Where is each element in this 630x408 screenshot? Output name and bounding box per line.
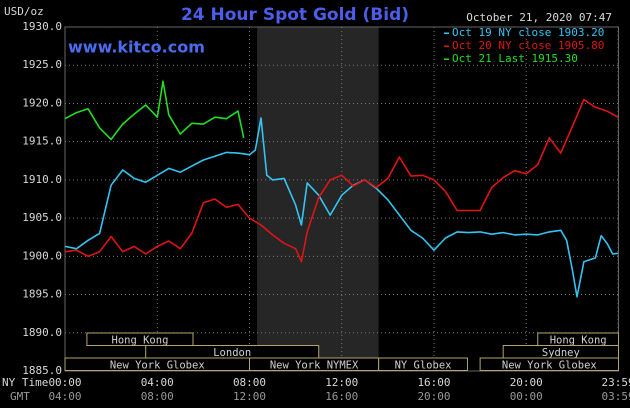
session-label: Hong Kong xyxy=(550,334,607,346)
y-tick-label: 1920.0 xyxy=(22,96,62,109)
y-tick-label: 1930.0 xyxy=(22,20,62,33)
watermark: www.kitco.com xyxy=(68,38,205,57)
legend-label: Oct 21 Last 1915.30 xyxy=(452,52,578,65)
x-tick-label-gmt: 20:00 xyxy=(417,390,450,403)
y-tick-label: 1915.0 xyxy=(22,135,62,148)
x-tick-label-gmt: 00:00 xyxy=(510,390,543,403)
y-tick-label: 1910.0 xyxy=(22,173,62,186)
y-tick-label: 1895.0 xyxy=(22,288,62,301)
y-tick-label: 1890.0 xyxy=(22,326,62,339)
series-line xyxy=(64,117,619,298)
series-line xyxy=(64,98,619,263)
x-tick-label: 12:00 xyxy=(325,376,358,389)
x-tick-label-gmt: 04:00 xyxy=(48,390,81,403)
timestamp: October 21, 2020 07:47 xyxy=(466,11,612,24)
legend-label: Oct 19 NY close 1903.20 xyxy=(452,26,604,39)
x-tick-label: 20:00 xyxy=(510,376,543,389)
y-tick-label: 1900.0 xyxy=(22,249,62,262)
x-tick-label: 04:00 xyxy=(141,376,174,389)
session-box xyxy=(378,357,468,371)
session-label: New York Globex xyxy=(502,359,597,371)
y-tick-label: 1905.0 xyxy=(22,211,62,224)
session-label: NY Globex xyxy=(395,359,452,371)
x-axis-label-2: GMT xyxy=(10,390,30,403)
x-tick-label: 23:59 xyxy=(601,376,630,389)
series-line xyxy=(64,80,245,141)
y-tick-label: 1925.0 xyxy=(22,58,62,71)
unit-label: USD/oz xyxy=(4,5,44,18)
x-axis-label: NY Time xyxy=(2,376,48,389)
chart-title: 24 Hour Spot Gold (Bid) xyxy=(181,5,409,25)
session-box xyxy=(86,332,194,346)
x-tick-label-gmt: 03:59 xyxy=(601,390,630,403)
legend-swatch xyxy=(444,58,449,60)
x-tick-label-gmt: 12:00 xyxy=(233,390,266,403)
session-label: New York Globex xyxy=(110,359,205,371)
legend-swatch xyxy=(444,32,449,34)
legend-label: Oct 20 NY close 1905.80 xyxy=(452,39,604,52)
x-tick-label-gmt: 16:00 xyxy=(325,390,358,403)
x-tick-label-gmt: 08:00 xyxy=(141,390,174,403)
x-tick-label: 16:00 xyxy=(417,376,450,389)
session-label: New York NYMEX xyxy=(270,359,359,371)
x-tick-label: 08:00 xyxy=(233,376,266,389)
y-tick-label: 1885.0 xyxy=(22,364,62,377)
session-label: London xyxy=(213,347,251,359)
legend-swatch xyxy=(444,45,449,47)
session-box xyxy=(479,357,619,371)
x-tick-label: 00:00 xyxy=(48,376,81,389)
session-label: Hong Kong xyxy=(112,334,169,346)
session-label: Sydney xyxy=(542,347,580,359)
